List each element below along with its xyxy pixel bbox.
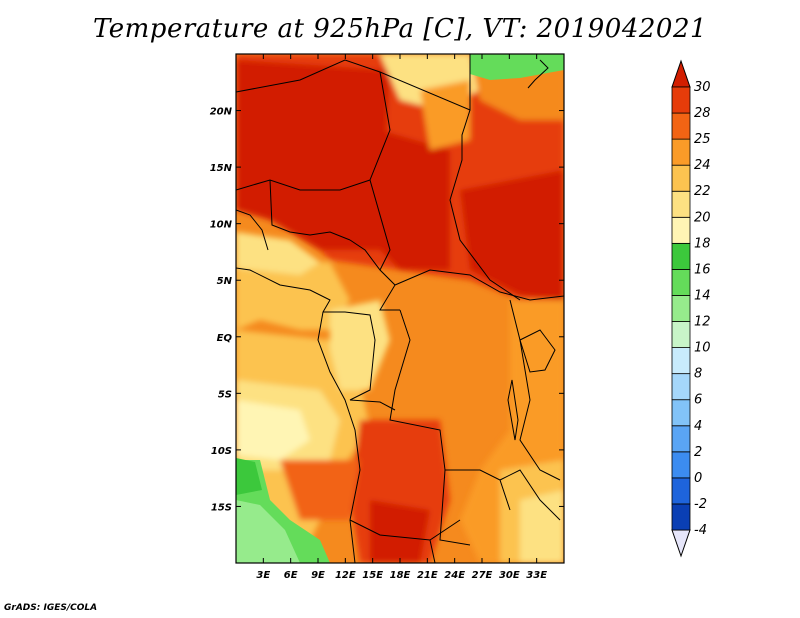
colorbar-level-label: 12 (694, 315, 711, 330)
colorbar-swatch (671, 373, 691, 401)
colorbar-level-label: 18 (694, 236, 711, 251)
colorbar-level-label: 22 (694, 184, 711, 199)
colorbar-swatch (671, 112, 691, 140)
colorbar-level-label: 10 (694, 341, 711, 356)
colorbar-swatch (671, 347, 691, 375)
lon-tick-label: 30E (499, 570, 520, 581)
latitude-axis: 20N 15N 10N 5N EQ 5S 10S 15S (210, 107, 564, 513)
lon-tick-label: 9E (311, 570, 325, 581)
lon-tick-label: 27E (472, 570, 493, 581)
colorbar-level-label: 0 (694, 471, 702, 486)
colorbar-below-triangle (671, 529, 691, 558)
lon-tick-label: 12E (335, 570, 356, 581)
lon-tick-label: 33E (526, 570, 547, 581)
colorbar-level-label: 28 (694, 106, 711, 121)
lon-tick-label: 18E (390, 570, 411, 581)
colorbar-above-triangle (671, 59, 691, 88)
chart-title: Temperature at 925hPa [C], VT: 201904202… (92, 14, 708, 44)
lon-tick-label: 15E (362, 570, 383, 581)
lat-tick-label: 10S (211, 446, 232, 457)
lat-tick-label: 5S (218, 389, 232, 400)
colorbar-swatch (671, 242, 691, 270)
lon-tick-label: 3E (256, 570, 270, 581)
lon-tick-label: 21E (417, 570, 438, 581)
colorbar-swatch (671, 138, 691, 166)
colorbar-swatch (671, 321, 691, 348)
lat-tick-label: 10N (210, 220, 233, 231)
colorbar-swatch (671, 190, 691, 218)
colorbar-swatch (671, 216, 691, 244)
colorbar-level-label: -2 (694, 497, 707, 512)
colorbar-swatch (671, 164, 691, 192)
colorbar-swatch (671, 399, 691, 427)
lon-tick-label: 6E (284, 570, 298, 581)
lat-tick-label: 5N (217, 276, 233, 287)
country-borders (236, 54, 564, 563)
colorbar-level-label: 2 (694, 445, 702, 460)
colorbar-swatch (671, 86, 691, 114)
colorbar-swatch (671, 477, 691, 505)
lat-tick-label: EQ (217, 333, 233, 344)
colorbar-swatch (671, 503, 691, 531)
colorbar-level-label: 25 (694, 132, 711, 147)
lat-tick-label: 20N (210, 107, 233, 118)
colorbar-swatch (671, 269, 691, 296)
lat-tick-label: 15S (211, 502, 232, 513)
colorbar-level-label: 24 (694, 158, 711, 173)
colorbar-level-label: -4 (694, 523, 707, 538)
colorbar-level-label: 20 (694, 210, 711, 225)
colorbar-level-label: 8 (694, 367, 702, 382)
colorbar-level-label: 14 (694, 288, 711, 303)
colorbar-level-label: 16 (694, 262, 711, 277)
colorbar-level-label: 4 (694, 419, 702, 434)
colorbar-swatch (671, 451, 691, 479)
colorbar-level-label: 6 (694, 393, 702, 408)
lon-tick-label: 24E (444, 570, 465, 581)
temperature-field (236, 54, 564, 563)
colorbar-swatch (671, 425, 691, 453)
lat-tick-label: 15N (210, 163, 233, 174)
colorbar-swatch (671, 295, 691, 322)
longitude-axis: 3E 6E 9E 12E 15E 18E 21E 24E 27E 30E 33E (256, 54, 547, 581)
colorbar-level-label: 30 (694, 80, 711, 95)
grads-credit: GrADS: IGES/COLA (4, 603, 98, 613)
